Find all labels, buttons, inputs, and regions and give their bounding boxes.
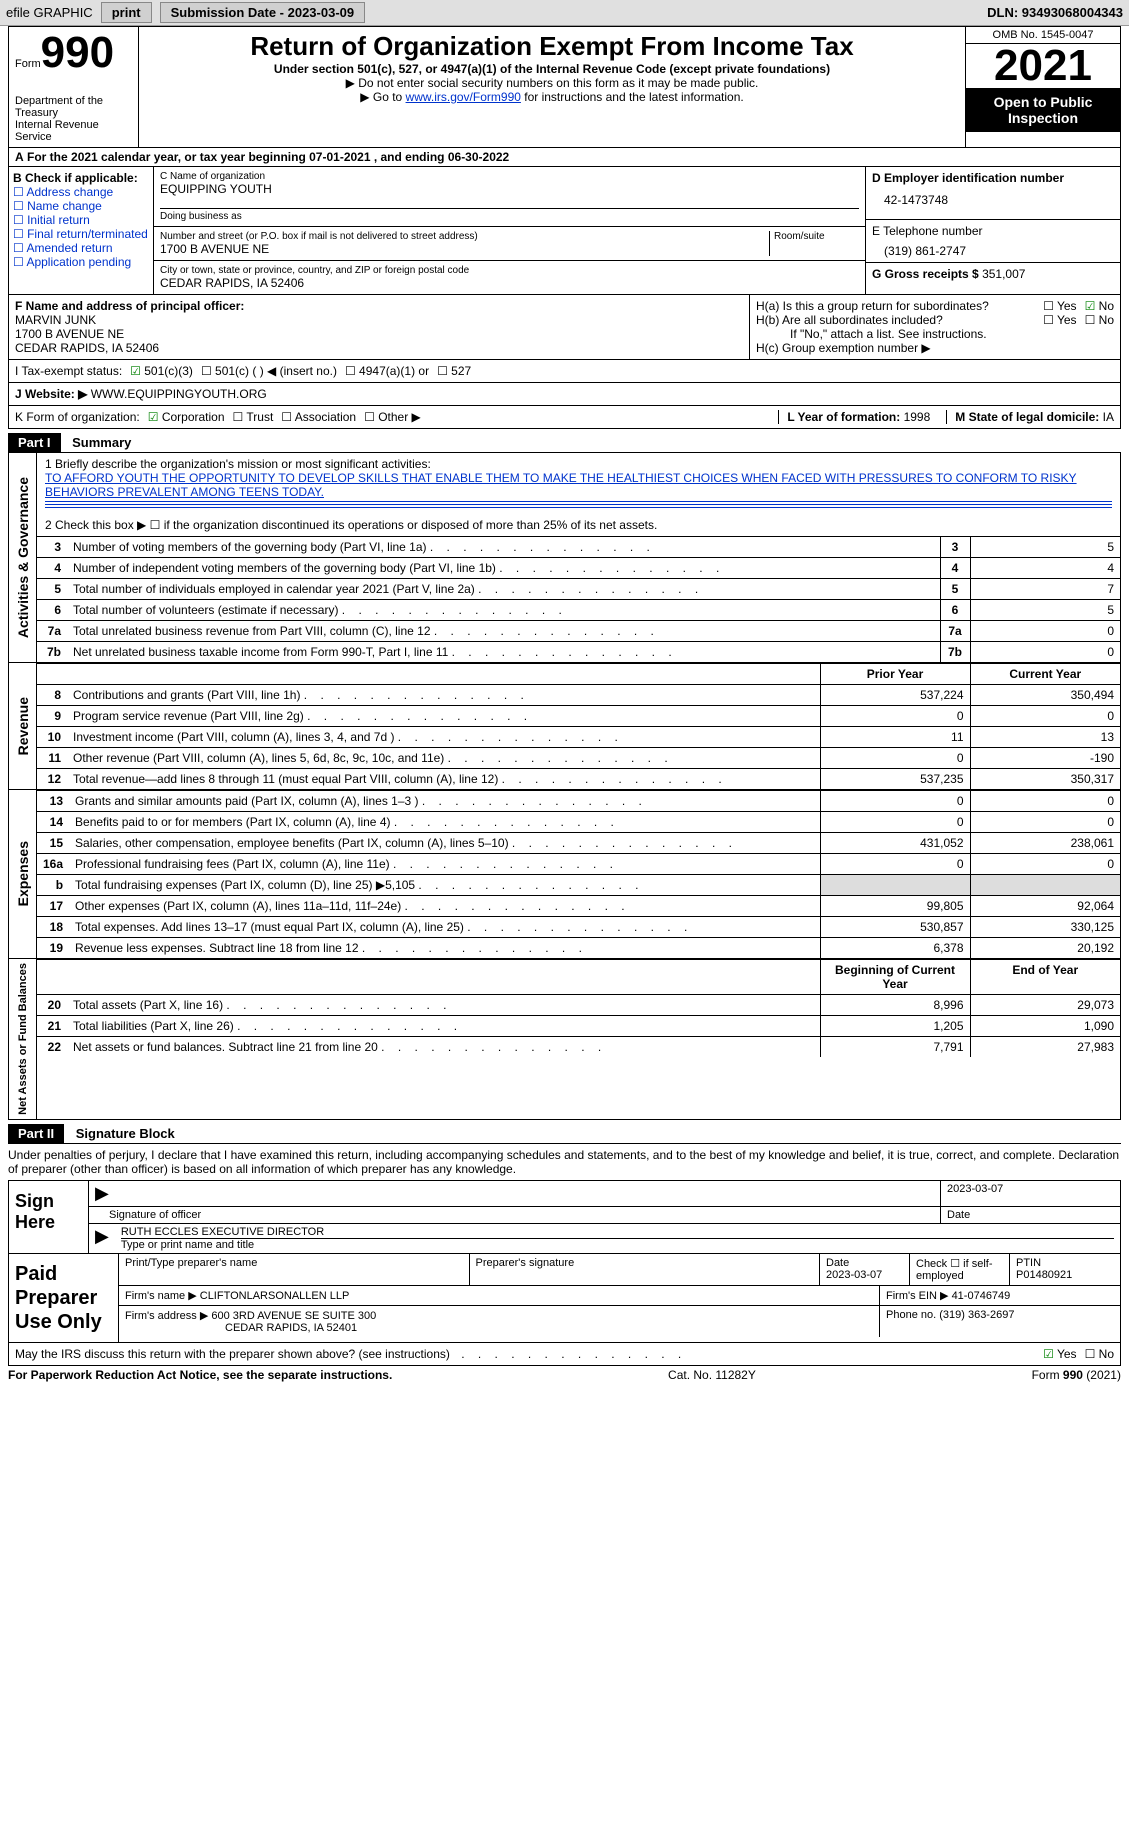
chk-name[interactable]: Name change <box>13 199 149 213</box>
chk-trust[interactable]: Trust <box>233 410 274 424</box>
irs-label: Internal Revenue Service <box>15 119 132 143</box>
sig-date: 2023-03-07 <box>940 1181 1120 1206</box>
dept-label: Department of the Treasury <box>15 95 132 119</box>
phone: (319) 861-2747 <box>872 238 1114 258</box>
vlabel-gov: Activities & Governance <box>13 473 33 642</box>
part2-header: Part II Signature Block <box>8 1124 1121 1144</box>
vlabel-exp: Expenses <box>13 837 33 910</box>
section-revenue: Revenue Prior YearCurrent Year8Contribut… <box>8 663 1121 790</box>
box-h: H(a) Is this a group return for subordin… <box>750 295 1120 359</box>
chk-address[interactable]: Address change <box>13 185 149 199</box>
section-bcdeg: B Check if applicable: Address change Na… <box>8 167 1121 295</box>
paid-preparer-block: Paid Preparer Use Only Print/Type prepar… <box>8 1254 1121 1343</box>
org-city: CEDAR RAPIDS, IA 52406 <box>160 276 859 290</box>
mission-text: TO AFFORD YOUTH THE OPPORTUNITY TO DEVEL… <box>45 471 1112 499</box>
row-j: J Website: ▶ WWW.EQUIPPINGYOUTH.ORG <box>8 383 1121 406</box>
gross-receipts: 351,007 <box>982 267 1025 281</box>
officer-name: MARVIN JUNK <box>15 313 743 327</box>
chk-final[interactable]: Final return/terminated <box>13 227 149 241</box>
firm-phone: (319) 363-2697 <box>939 1309 1014 1321</box>
row-i: I Tax-exempt status: 501(c)(3) 501(c) ( … <box>8 360 1121 383</box>
hb-yes[interactable]: Yes <box>1043 313 1076 327</box>
declaration: Under penalties of perjury, I declare th… <box>8 1148 1121 1176</box>
chk-501c[interactable]: 501(c) ( ) ◀ (insert no.) <box>201 364 337 378</box>
chk-4947[interactable]: 4947(a)(1) or <box>345 364 429 378</box>
section-governance: Activities & Governance 1 Briefly descri… <box>8 453 1121 663</box>
footer: For Paperwork Reduction Act Notice, see … <box>8 1368 1121 1382</box>
row-klm: K Form of organization: Corporation Trus… <box>8 406 1121 429</box>
expenses-table: 13Grants and similar amounts paid (Part … <box>37 790 1120 958</box>
chk-501c3[interactable]: 501(c)(3) <box>130 364 193 378</box>
self-employed-check[interactable]: Check ☐ if self-employed <box>910 1254 1010 1285</box>
ha-yes[interactable]: Yes <box>1043 299 1076 313</box>
form-title: Return of Organization Exempt From Incom… <box>145 31 959 62</box>
firm-addr2: CEDAR RAPIDS, IA 52401 <box>125 1322 357 1334</box>
firm-name: CLIFTONLARSONALLEN LLP <box>200 1290 350 1302</box>
domicile: IA <box>1103 410 1114 424</box>
box-f: F Name and address of principal officer:… <box>9 295 750 359</box>
revenue-table: Prior YearCurrent Year8Contributions and… <box>37 663 1120 789</box>
form-left: Form990 Department of the Treasury Inter… <box>9 27 139 147</box>
part1-header: Part I Summary <box>8 433 1121 453</box>
discuss-row: May the IRS discuss this return with the… <box>8 1343 1121 1366</box>
chk-assoc[interactable]: Association <box>281 410 356 424</box>
dln-label: DLN: 93493068004343 <box>987 5 1123 20</box>
website: WWW.EQUIPPINGYOUTH.ORG <box>91 387 267 401</box>
chk-initial[interactable]: Initial return <box>13 213 149 227</box>
chk-amended[interactable]: Amended return <box>13 241 149 255</box>
section-fh: F Name and address of principal officer:… <box>8 295 1121 360</box>
sign-here-label: Sign Here <box>9 1181 89 1253</box>
firm-addr1: 600 3RD AVENUE SE SUITE 300 <box>211 1310 376 1322</box>
box-b: B Check if applicable: Address change Na… <box>9 167 154 294</box>
sign-here-block: Sign Here ▶ 2023-03-07 Signature of offi… <box>8 1180 1121 1254</box>
org-name: EQUIPPING YOUTH <box>160 182 859 196</box>
chk-other[interactable]: Other ▶ <box>364 410 421 424</box>
irs-link[interactable]: www.irs.gov/Form990 <box>406 90 521 104</box>
ha-no[interactable]: No <box>1085 299 1114 313</box>
sign-arrow-icon: ▶ <box>89 1181 115 1206</box>
prep-date: 2023-03-07 <box>826 1269 882 1281</box>
chk-pending[interactable]: ☐ Application pending <box>13 255 149 269</box>
officer-print-name: RUTH ECCLES EXECUTIVE DIRECTOR <box>121 1226 1114 1238</box>
box-c: C Name of organization EQUIPPING YOUTH D… <box>154 167 865 294</box>
cat-no: Cat. No. 11282Y <box>668 1368 756 1382</box>
netassets-table: Beginning of Current YearEnd of Year20To… <box>37 959 1120 1057</box>
discuss-no[interactable]: No <box>1085 1347 1114 1361</box>
discuss-yes[interactable]: Yes <box>1043 1347 1076 1361</box>
tax-period: A For the 2021 calendar year, or tax yea… <box>8 148 1121 167</box>
form-word: Form <box>15 58 41 70</box>
form-sub1: Under section 501(c), 527, or 4947(a)(1)… <box>145 62 959 76</box>
submission-date-button[interactable]: Submission Date - 2023-03-09 <box>160 2 366 23</box>
form-number: 990 <box>41 28 114 77</box>
form-right: OMB No. 1545-0047 2021 Open to Public In… <box>965 27 1120 147</box>
line-2: 2 Check this box ▶ ☐ if the organization… <box>37 514 1120 536</box>
chk-527[interactable]: 527 <box>437 364 471 378</box>
section-netassets: Net Assets or Fund Balances Beginning of… <box>8 959 1121 1120</box>
ptin: P01480921 <box>1016 1269 1072 1281</box>
tax-year: 2021 <box>966 44 1120 88</box>
hb-no[interactable]: No <box>1085 313 1114 327</box>
efile-label: efile GRAPHIC <box>6 5 93 20</box>
top-bar: efile GRAPHIC print Submission Date - 20… <box>0 0 1129 26</box>
ein: 42-1473748 <box>872 185 1114 215</box>
year-formation: 1998 <box>904 410 931 424</box>
paid-preparer-label: Paid Preparer Use Only <box>9 1254 119 1342</box>
form-center: Return of Organization Exempt From Incom… <box>139 27 965 147</box>
governance-table: 3Number of voting members of the governi… <box>37 536 1120 662</box>
box-deg: D Employer identification number 42-1473… <box>865 167 1120 294</box>
firm-ein: 41-0746749 <box>952 1290 1011 1302</box>
name-arrow-icon: ▶ <box>89 1224 115 1253</box>
print-button[interactable]: print <box>101 2 152 23</box>
open-inspection: Open to Public Inspection <box>966 88 1120 132</box>
chk-corp[interactable]: Corporation <box>148 410 225 424</box>
form-sub2: ▶ Do not enter social security numbers o… <box>145 76 959 90</box>
org-street: 1700 B AVENUE NE <box>160 242 769 256</box>
form-header: Form990 Department of the Treasury Inter… <box>8 26 1121 148</box>
vlabel-net: Net Assets or Fund Balances <box>15 959 31 1119</box>
form-sub3: ▶ Go to www.irs.gov/Form990 for instruct… <box>145 90 959 104</box>
section-expenses: Expenses 13Grants and similar amounts pa… <box>8 790 1121 959</box>
vlabel-rev: Revenue <box>13 693 33 759</box>
